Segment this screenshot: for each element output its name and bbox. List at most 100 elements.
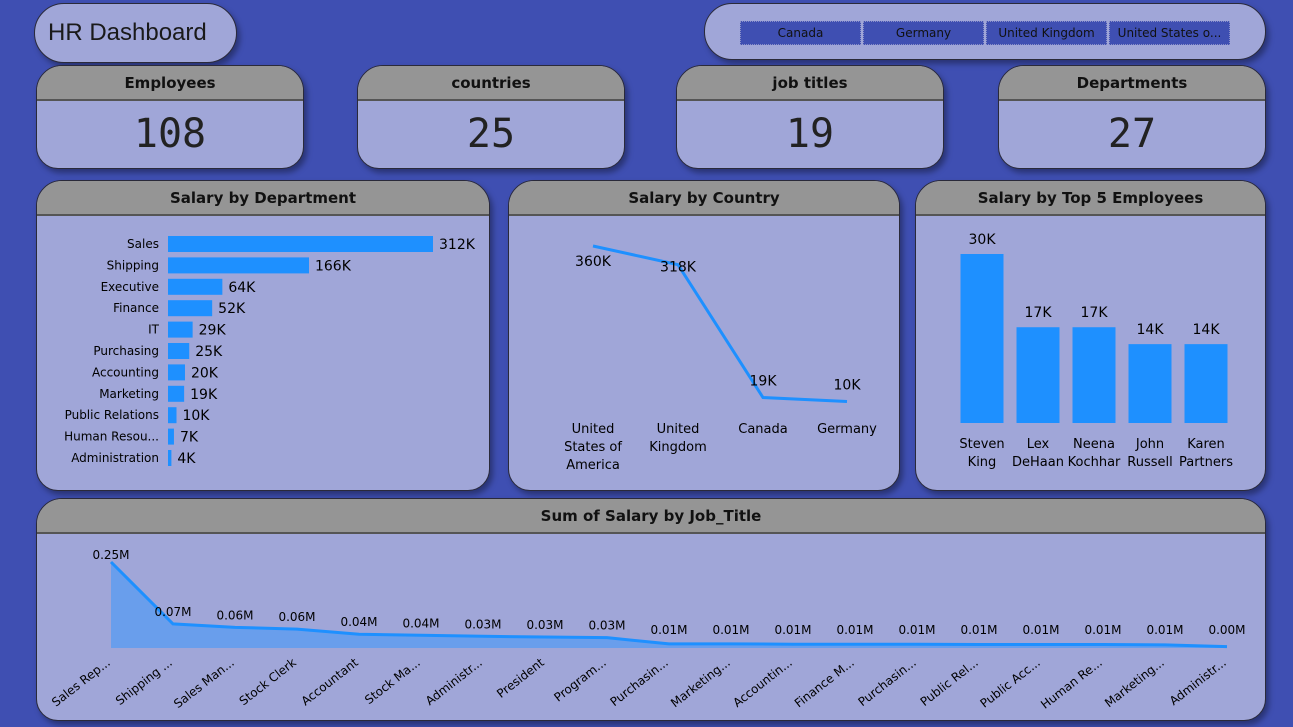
bar	[168, 300, 213, 317]
data-label: 360K	[575, 254, 612, 270]
category-label: Purchasing	[93, 344, 159, 358]
category-label: Stock Ma...	[362, 655, 423, 707]
data-label: 4K	[177, 451, 196, 467]
kpi-label: Employees	[37, 66, 303, 101]
category-label: Human Resou...	[64, 430, 159, 444]
department-bar-chart: Sales 312K Shipping 166K Executive 64K Finance…	[64, 236, 476, 467]
category-label: Program...	[551, 655, 609, 704]
category-label: Purchasin...	[607, 655, 670, 709]
series-line	[592, 244, 848, 404]
data-label: 166K	[315, 258, 352, 274]
bar	[1016, 327, 1060, 423]
data-label: 0.01M	[1022, 623, 1059, 637]
country-line-chart: 360K United States of America 318K United King…	[564, 244, 877, 473]
category-label: United	[657, 422, 700, 437]
category-label: Kochhar	[1068, 455, 1121, 470]
bar	[168, 236, 433, 252]
bar	[168, 407, 177, 424]
data-label: 0.01M	[774, 623, 811, 637]
bar	[168, 385, 185, 402]
category-label: Lex	[1027, 437, 1050, 452]
data-label: 312K	[439, 237, 476, 253]
category-label: Human Re...	[1038, 655, 1105, 711]
bar	[1128, 344, 1172, 423]
category-label: Sales Man...	[171, 655, 237, 711]
category-label: Administration	[71, 451, 159, 465]
chart-title: Salary by Department	[37, 181, 489, 216]
category-label: Public Rel...	[918, 655, 981, 709]
bar	[1184, 344, 1228, 423]
data-label: 14K	[1137, 322, 1165, 338]
category-label: Marketing...	[668, 655, 733, 710]
category-label: Russell	[1127, 455, 1172, 470]
chart-title: Salary by Country	[509, 181, 899, 216]
slicer-option-canada[interactable]: Canada	[740, 21, 861, 45]
category-label: States of	[564, 440, 622, 455]
kpi-label: countries	[358, 66, 624, 101]
bar	[168, 278, 223, 295]
data-label: 0.01M	[1146, 623, 1183, 637]
bar	[168, 257, 309, 274]
title-text: HR Dashboard	[48, 19, 207, 46]
kpi-value: 25	[466, 111, 516, 157]
category-label: Neena	[1073, 437, 1115, 452]
category-label: DeHaan	[1012, 455, 1064, 470]
category-label: John	[1135, 437, 1164, 452]
category-label: Sales	[127, 237, 159, 251]
data-label: 0.01M	[1084, 623, 1121, 637]
kpi-card-job-titles: job titles 19	[676, 65, 944, 169]
category-label: Accountant	[299, 655, 362, 708]
category-label: Administr...	[423, 655, 485, 708]
kpi-card-employees: Employees 108	[36, 65, 304, 169]
kpi-value: 108	[133, 111, 207, 157]
data-label: 29K	[199, 323, 227, 339]
category-label: Marketing...	[1102, 655, 1167, 710]
data-label: 0.03M	[526, 618, 563, 632]
salary-by-country-chart: Salary by Country 360K United States of Amer…	[508, 180, 900, 491]
chart-title: Salary by Top 5 Employees	[916, 181, 1265, 216]
bar	[1072, 327, 1116, 423]
category-label: Administr...	[1167, 655, 1229, 708]
kpi-label: Departments	[999, 66, 1265, 101]
category-label: Germany	[817, 422, 877, 437]
kpi-card-countries: countries 25	[357, 65, 625, 169]
category-label: Kingdom	[649, 440, 707, 455]
category-label: Karen	[1187, 437, 1225, 452]
slicer-option-united-kingdom[interactable]: United Kingdom	[986, 21, 1107, 45]
data-label: 0.04M	[340, 615, 377, 629]
data-label: 19K	[750, 374, 778, 390]
category-label: Public Acc...	[978, 655, 1043, 710]
data-label: 0.03M	[588, 619, 625, 633]
slicer-option-united-states[interactable]: United States o...	[1109, 21, 1230, 45]
data-label: 0.01M	[898, 623, 935, 637]
data-label: 0.03M	[464, 617, 501, 631]
salary-by-department-chart: Salary by Department Sales 312K Shipping 166…	[36, 180, 490, 491]
salary-by-job-title-chart: Sum of Salary by Job_Title 0.25M Sales Rep…	[36, 498, 1266, 721]
slicer-option-germany[interactable]: Germany	[863, 21, 984, 45]
data-label: 0.06M	[278, 610, 315, 624]
kpi-card-departments: Departments 27	[998, 65, 1266, 169]
bar	[168, 428, 174, 445]
dashboard-title: HR Dashboard	[34, 3, 237, 63]
bar	[960, 254, 1004, 423]
data-label: 318K	[660, 260, 697, 276]
job-title-area-chart: 0.25M Sales Rep... 0.07M Shipping ... 0.06M S…	[49, 548, 1245, 712]
category-label: Purchasin...	[855, 655, 918, 709]
data-label: 0.01M	[712, 623, 749, 637]
category-label: United	[572, 422, 615, 437]
data-label: 0.07M	[154, 605, 191, 619]
bar	[168, 364, 185, 381]
category-label: IT	[148, 323, 160, 337]
category-label: Sales Rep...	[49, 655, 113, 709]
data-label: 30K	[969, 232, 997, 248]
category-label: Finance M...	[792, 655, 857, 710]
data-label: 0.00M	[1208, 623, 1245, 637]
category-label: Accountin...	[730, 655, 794, 710]
data-label: 0.04M	[402, 616, 439, 630]
category-label: Accounting	[92, 365, 159, 379]
chart-title: Sum of Salary by Job_Title	[37, 499, 1265, 534]
series-line	[109, 560, 1228, 649]
kpi-label: job titles	[677, 66, 943, 101]
salary-by-top-employees-chart: Salary by Top 5 Employees 30K Steven King 17…	[915, 180, 1266, 491]
data-label: 10K	[182, 408, 210, 424]
